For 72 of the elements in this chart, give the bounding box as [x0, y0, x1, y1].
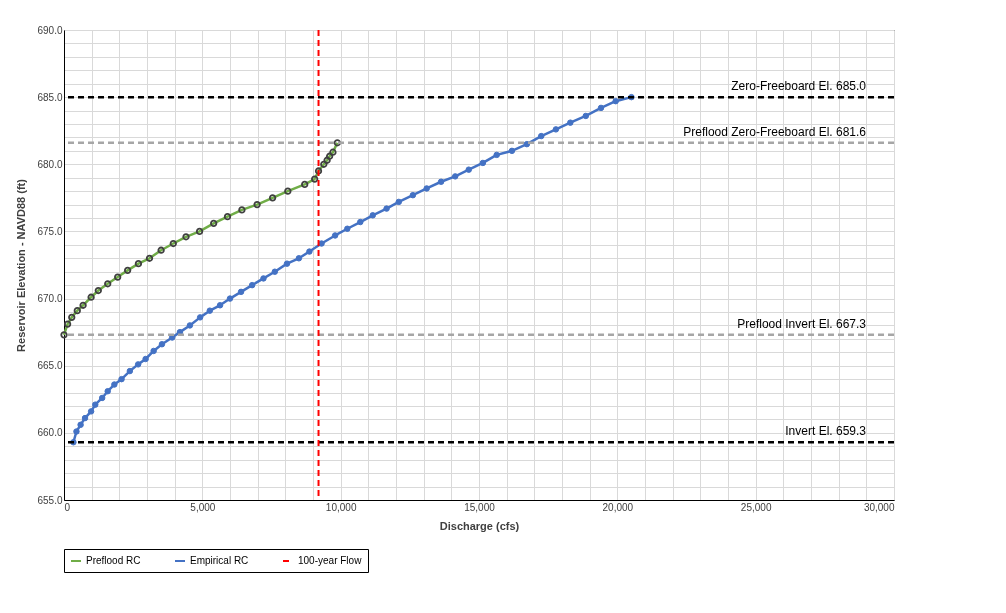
point: [206, 307, 214, 314]
point: [260, 275, 267, 282]
point: [98, 394, 106, 402]
ref-line-label: Zero-Freeboard El. 685.0: [731, 79, 867, 94]
point: [493, 151, 500, 159]
point: [248, 281, 256, 289]
point: [92, 401, 99, 408]
y-tick-label: 680.0: [37, 158, 63, 170]
point: [271, 268, 279, 275]
x-tick-label: 20,000: [602, 501, 634, 513]
point: [423, 185, 430, 192]
y-tick-label: 660.0: [37, 427, 63, 439]
ref-line-label: Preflood Zero-Freeboard El. 681.6: [683, 124, 867, 139]
y-tick-label: 665.0: [37, 360, 63, 372]
point: [508, 147, 516, 155]
y-tick-label: 655.0: [37, 494, 63, 506]
point: [142, 355, 149, 363]
point: [479, 159, 487, 167]
x-tick-label: 0: [64, 501, 71, 513]
y-tick-label: 685.0: [37, 91, 63, 103]
point: [357, 218, 364, 226]
point: [134, 361, 142, 368]
x-tick-label: 30,000: [863, 501, 895, 513]
point: [73, 428, 80, 435]
point: [331, 232, 339, 239]
point: [104, 387, 111, 395]
x-tick-label: 10,000: [325, 501, 357, 513]
y-tick-label: 675.0: [37, 225, 63, 237]
point: [318, 240, 325, 247]
point: [369, 212, 376, 219]
point: [150, 347, 157, 355]
ref-line-label: Invert El. 659.3: [785, 424, 867, 439]
point: [306, 248, 313, 255]
point: [186, 322, 194, 329]
point: [437, 178, 445, 185]
point: [77, 421, 84, 429]
point: [344, 225, 351, 232]
point: [81, 414, 89, 422]
point: [552, 126, 560, 133]
point: [216, 302, 224, 309]
legend-label: Empirical RC: [190, 555, 249, 566]
point: [196, 314, 204, 321]
point: [295, 255, 303, 262]
point: [582, 112, 590, 120]
legend-label: 100-year Flow: [298, 555, 363, 566]
point: [237, 288, 245, 296]
point: [111, 381, 118, 388]
point: [538, 132, 545, 140]
point: [395, 198, 403, 206]
ref-line-label: Preflood Invert El. 667.3: [737, 316, 867, 331]
point: [465, 166, 472, 173]
point: [226, 295, 234, 302]
point: [523, 140, 531, 148]
x-tick-label: 5,000: [190, 501, 216, 513]
point: [87, 408, 95, 415]
point: [126, 367, 134, 375]
x-axis-title: Discharge (cfs): [439, 519, 520, 532]
point: [567, 119, 574, 126]
point: [612, 97, 619, 105]
point: [451, 173, 459, 180]
point: [597, 104, 605, 112]
point: [118, 375, 125, 383]
point: [383, 205, 390, 212]
x-tick-label: 25,000: [740, 501, 772, 513]
point: [283, 260, 291, 267]
legend-label: Preflood RC: [86, 555, 141, 566]
y-axis-title: Reservoir Elevation - NAVD88 (ft): [15, 178, 28, 352]
x-tick-label: 15,000: [464, 501, 496, 513]
point: [409, 191, 417, 199]
y-tick-label: 690.0: [37, 24, 63, 36]
point: [158, 340, 166, 348]
y-tick-label: 670.0: [37, 293, 63, 305]
